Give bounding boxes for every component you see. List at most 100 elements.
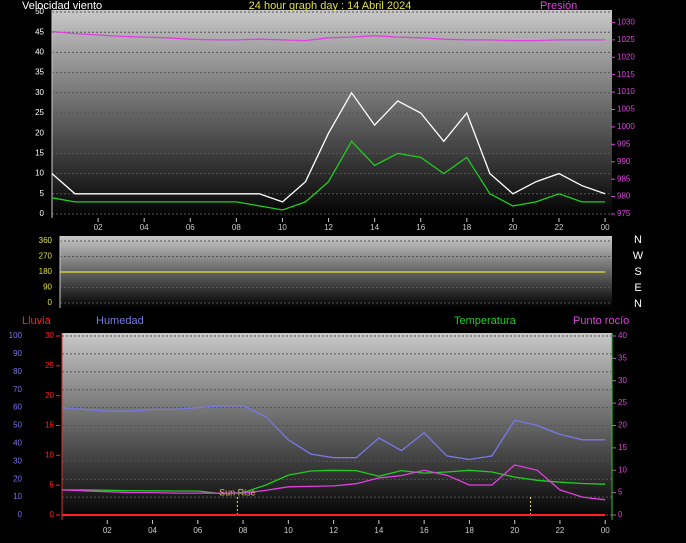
x-tick-label: 02	[103, 526, 112, 535]
x-tick-label: 12	[324, 223, 333, 232]
y2-tick-label: 40	[618, 331, 627, 340]
x-tick-label: 12	[329, 526, 338, 535]
x-tick-label: 22	[555, 526, 564, 535]
x-tick-label: 10	[284, 526, 293, 535]
y-axis-label: Velocidad viento	[22, 0, 102, 12]
x-tick-label: 06	[186, 223, 195, 232]
y-tick-label: 50	[35, 7, 44, 16]
y-tick-label: 10	[35, 169, 44, 178]
y-tick-label: 35	[35, 68, 44, 77]
y2-tick-label: 1020	[617, 52, 635, 61]
y-tick-label: 20	[13, 474, 22, 483]
x-tick-label: 02	[94, 223, 103, 232]
legend-entry: Humedad	[96, 315, 144, 327]
series-line	[61, 464, 606, 501]
x-tick-label: 16	[416, 223, 425, 232]
y2-tick-label: 10	[618, 465, 627, 474]
x-tick-label: 20	[510, 526, 519, 535]
y-tick-label: 0	[48, 298, 53, 307]
y2-tick-label: 35	[618, 353, 627, 362]
y-tick-label: 270	[39, 252, 53, 261]
x-tick-label: 00	[601, 526, 610, 535]
x-tick-label: 14	[374, 526, 383, 535]
compass-label: N	[634, 234, 642, 246]
plot-background	[62, 333, 612, 520]
legend-entry: Lluvia	[22, 315, 52, 327]
y2-tick-label: 15	[618, 443, 627, 452]
y-tick-label: 60	[13, 403, 22, 412]
y2-tick-label: 1025	[617, 35, 635, 44]
x-tick-label: 04	[148, 526, 157, 535]
x-tick-label: 16	[420, 526, 429, 535]
compass-label: N	[634, 298, 642, 310]
y2-tick-label: 5	[618, 488, 623, 497]
series-line	[51, 140, 606, 211]
series-line	[61, 405, 606, 461]
x-tick-label: 14	[370, 223, 379, 232]
y2-tick-label: 990	[617, 157, 631, 166]
series-line	[51, 91, 606, 203]
y3-tick-label: 15	[45, 421, 54, 430]
y-tick-label: 25	[35, 108, 44, 117]
y2-tick-label: 1015	[617, 70, 635, 79]
y-tick-label: 360	[39, 236, 53, 245]
y2-tick-label: 1030	[617, 18, 635, 27]
y-tick-label: 50	[13, 421, 22, 430]
x-tick-label: 20	[508, 223, 517, 232]
y-tick-label: 0	[40, 209, 45, 218]
x-tick-label: 08	[232, 223, 241, 232]
y3-tick-label: 5	[50, 480, 55, 489]
y3-tick-label: 25	[45, 361, 54, 370]
x-tick-label: 18	[462, 223, 471, 232]
y-tick-label: 0	[18, 510, 23, 519]
y2-axis-label: Presión	[540, 0, 577, 12]
x-tick-label: 18	[465, 526, 474, 535]
x-tick-label: 22	[555, 223, 564, 232]
y-tick-label: 30	[13, 456, 22, 465]
y-tick-label: 90	[13, 349, 22, 358]
legend-entry: Punto rocío	[573, 315, 629, 327]
y2-tick-label: 20	[618, 421, 627, 430]
y-tick-label: 15	[35, 149, 44, 158]
y-tick-label: 5	[40, 189, 45, 198]
y-tick-label: 20	[35, 128, 44, 137]
y2-tick-label: 975	[617, 209, 631, 218]
legend-entry: Temperatura	[454, 315, 517, 327]
y2-tick-label: 25	[618, 398, 627, 407]
y2-tick-label: 0	[618, 510, 623, 519]
y3-tick-label: 0	[50, 510, 55, 519]
y-tick-label: 40	[13, 439, 22, 448]
y2-tick-label: 995	[617, 139, 631, 148]
chart-title: 24 hour graph day : 14 Abril 2024	[249, 0, 412, 12]
y2-tick-label: 980	[617, 192, 631, 201]
y-tick-label: 80	[13, 367, 22, 376]
y2-tick-label: 1010	[617, 87, 635, 96]
y-tick-label: 30	[35, 88, 44, 97]
x-tick-label: 04	[140, 223, 149, 232]
plot-background	[52, 10, 612, 218]
y3-tick-label: 30	[45, 331, 54, 340]
x-tick-label: 08	[239, 526, 248, 535]
series-line	[51, 30, 606, 42]
compass-label: S	[634, 266, 641, 278]
x-tick-label: 00	[601, 223, 610, 232]
y-tick-label: 45	[35, 27, 44, 36]
y2-tick-label: 985	[617, 174, 631, 183]
compass-label: E	[634, 282, 641, 294]
y-tick-label: 40	[35, 48, 44, 57]
series-line	[62, 469, 606, 495]
y2-tick-label: 1005	[617, 105, 635, 114]
x-tick-label: 06	[193, 526, 202, 535]
y2-tick-label: 1000	[617, 122, 635, 131]
y2-tick-label: 30	[618, 376, 627, 385]
y-tick-label: 10	[13, 492, 22, 501]
y-tick-label: 70	[13, 385, 22, 394]
compass-label: W	[633, 250, 644, 262]
y-tick-label: 180	[39, 267, 53, 276]
y-tick-label: 90	[43, 283, 52, 292]
y3-tick-label: 20	[45, 391, 54, 400]
y-tick-label: 100	[9, 331, 23, 340]
x-tick-label: 10	[278, 223, 287, 232]
y3-tick-label: 10	[45, 450, 54, 459]
